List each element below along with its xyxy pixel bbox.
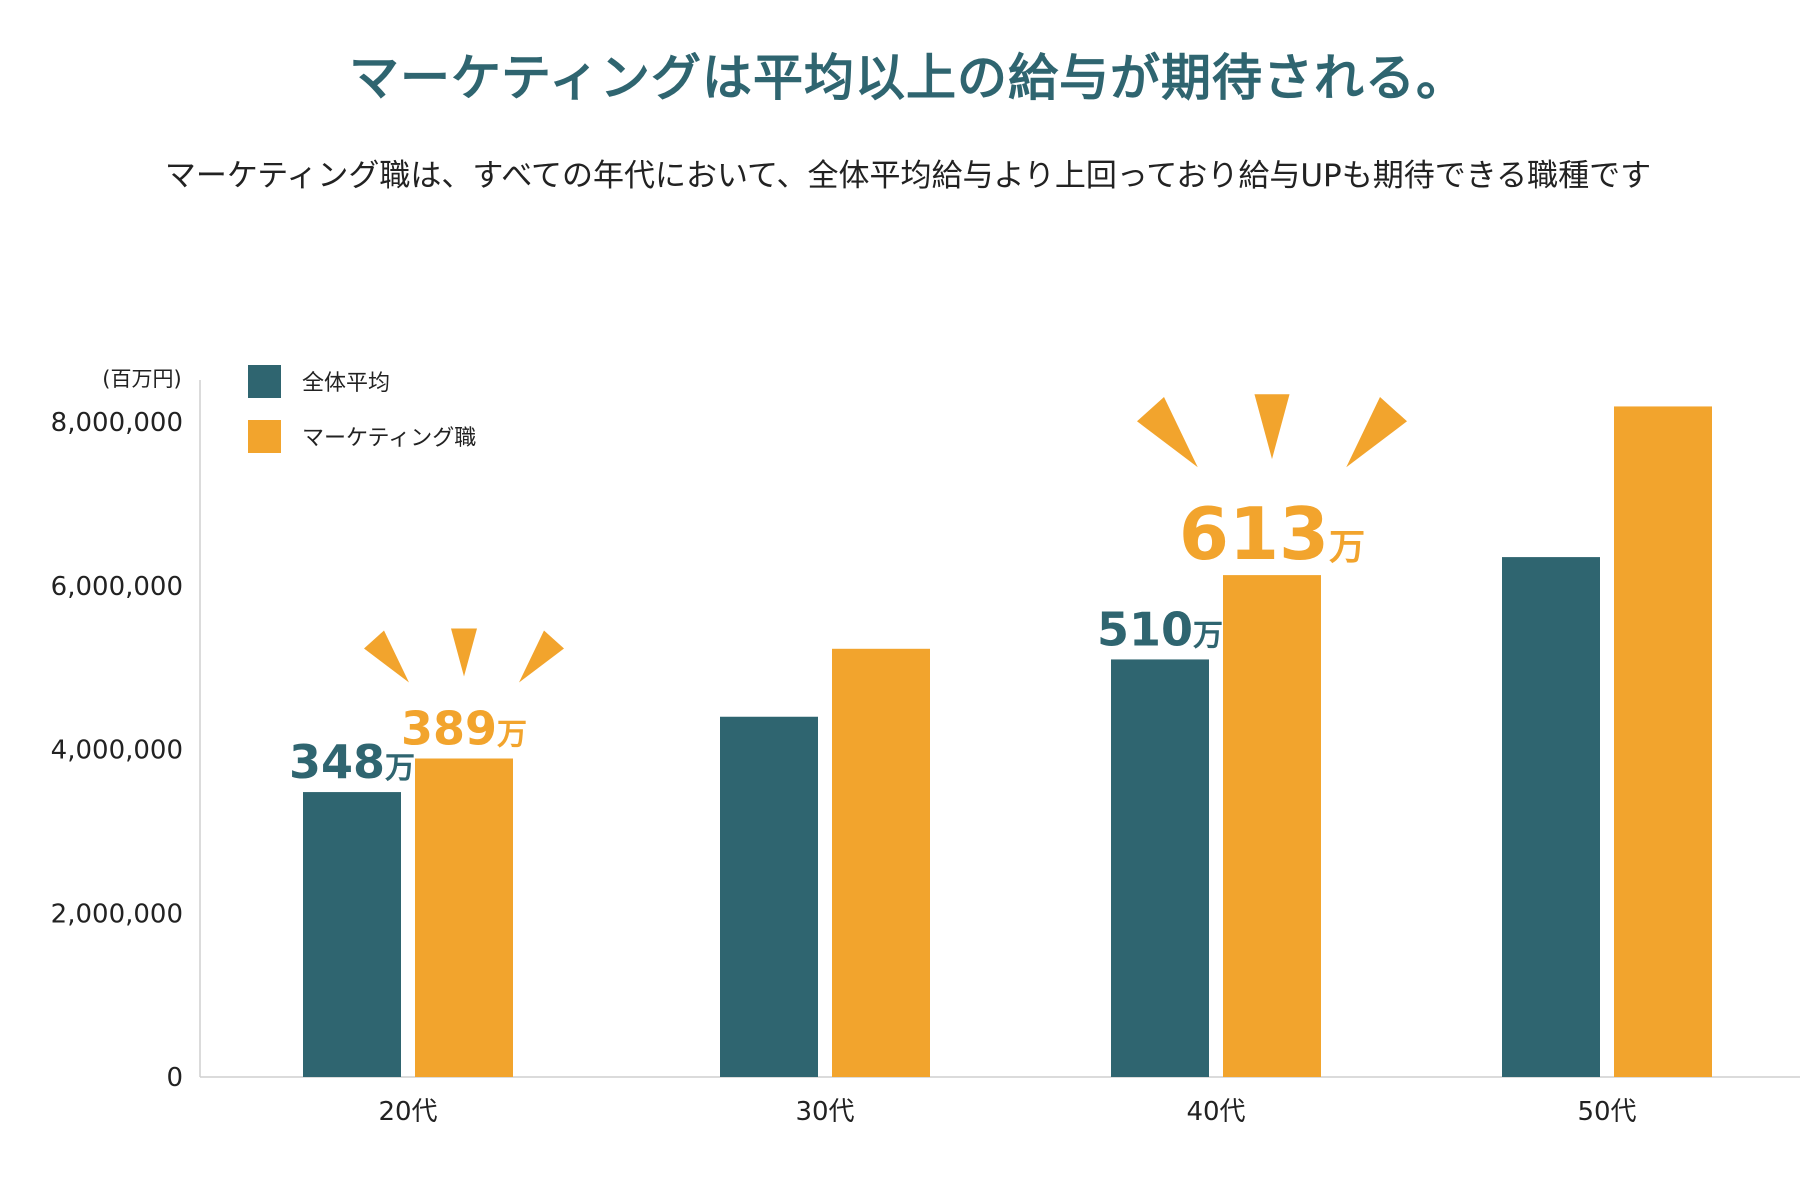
burst-ray [1346, 397, 1407, 468]
bar-average [720, 716, 818, 1077]
legend-swatch [248, 420, 281, 453]
y-tick-label: 8,000,000 [51, 408, 183, 438]
y-tick-label: 6,000,000 [51, 572, 183, 602]
callout-value-label: 613万 [1179, 492, 1365, 576]
callout-value-label: 510万 [1097, 602, 1223, 656]
burst-ray [364, 630, 409, 683]
x-tick-label: 30代 [795, 1097, 854, 1127]
x-tick-label: 40代 [1186, 1097, 1245, 1127]
bar-marketing [1614, 406, 1712, 1078]
burst-ray [519, 630, 564, 683]
bar-marketing [1223, 575, 1321, 1077]
burst-ray [451, 628, 477, 677]
bar-average [303, 792, 401, 1077]
burst-ray [1254, 394, 1290, 460]
legend-label: 全体平均 [302, 371, 390, 396]
y-tick-label: 0 [166, 1063, 183, 1093]
callout-value-label: 348万 [289, 735, 415, 789]
y-axis-unit-label: (百万円) [102, 367, 181, 391]
x-tick-label: 50代 [1577, 1097, 1636, 1127]
bar-marketing [415, 758, 513, 1077]
chart-title: マーケティングは平均以上の給与が期待される。 [349, 49, 1467, 107]
chart-subtitle: マーケティング職は、すべての年代において、全体平均給与より上回っており給与UPも… [164, 158, 1652, 194]
legend-label: マーケティング職 [302, 426, 476, 451]
legend-swatch [248, 365, 281, 398]
y-tick-label: 4,000,000 [51, 736, 183, 766]
bar-average [1502, 557, 1600, 1077]
x-tick-label: 20代 [378, 1097, 437, 1127]
callout-value-label: 389万 [401, 702, 527, 756]
y-tick-label: 2,000,000 [51, 899, 183, 929]
bar-average [1111, 659, 1209, 1077]
bar-marketing [832, 648, 930, 1077]
burst-ray [1137, 397, 1198, 468]
